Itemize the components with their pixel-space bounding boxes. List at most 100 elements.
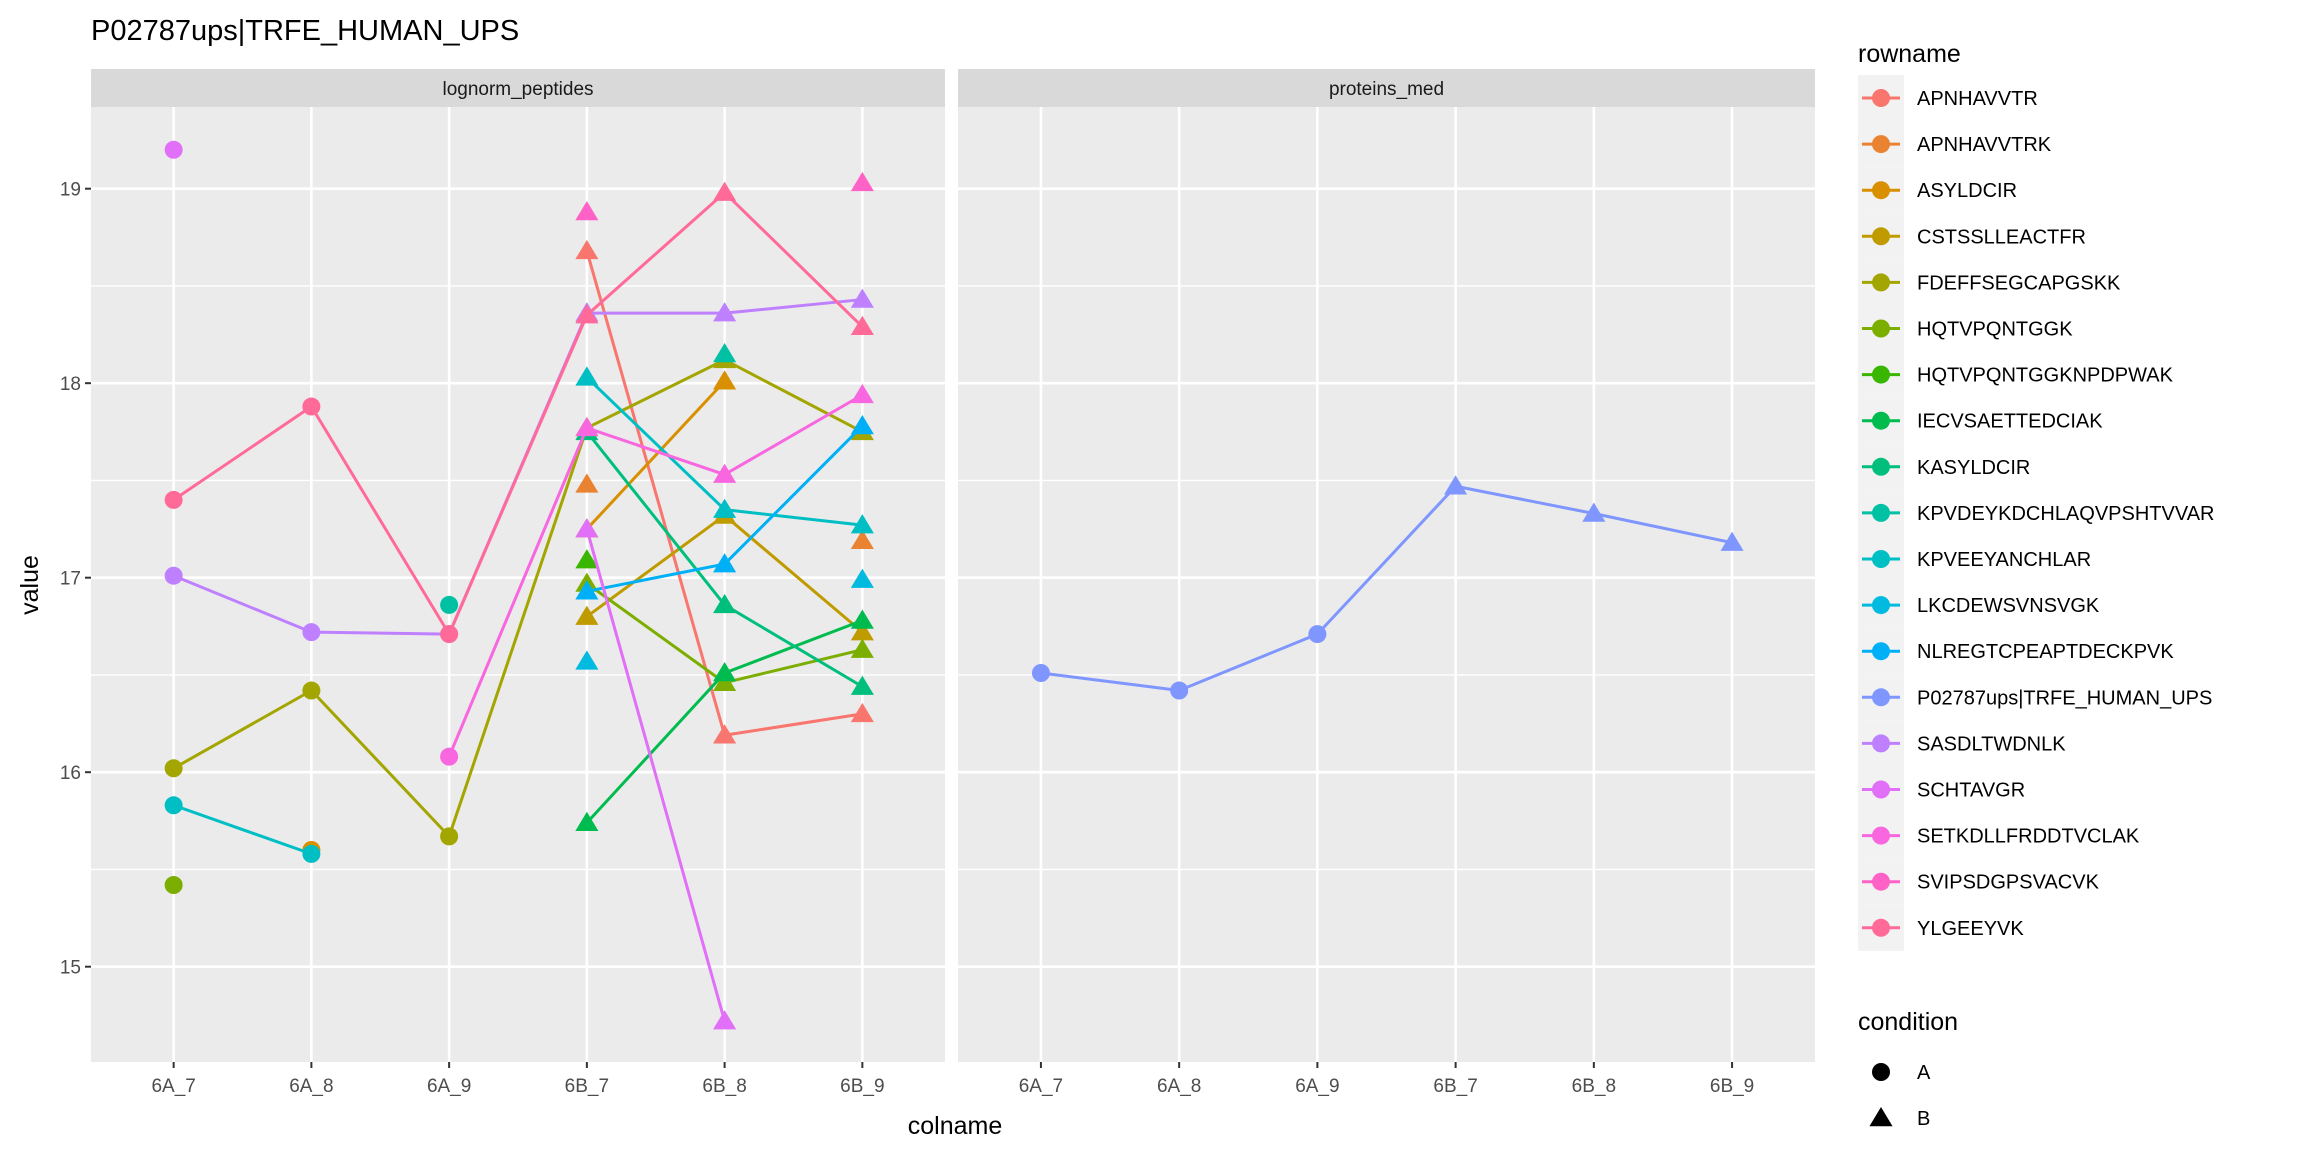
series-HQTVPQNTGGKNPDPWAK — [575, 549, 599, 569]
data-point-circle — [1308, 625, 1327, 644]
data-point-circle — [440, 595, 459, 614]
legend-item: KPVDEYKDCHLAQVPSHTVVAR — [1858, 489, 2215, 536]
series-NLREGTCPEAPTDECKPVK — [575, 414, 874, 600]
legend-item: SVIPSDGPSVACVK — [1858, 858, 2100, 905]
data-point-circle — [302, 623, 321, 642]
legend-item: CSTSSLLEACTFR — [1858, 213, 2086, 260]
series-SCHTAVGR — [164, 140, 737, 1030]
data-point-triangle — [575, 366, 599, 386]
data-point-triangle — [850, 414, 874, 435]
legend-item: HQTVPQNTGGK — [1858, 305, 2073, 352]
legend-key-point — [1872, 734, 1890, 753]
data-point-triangle — [850, 702, 874, 723]
shape-legend-title: condition — [1858, 1008, 1958, 1036]
series-line-segment — [586, 426, 726, 477]
data-point-triangle — [575, 518, 599, 538]
legend-key-point — [1872, 135, 1890, 154]
data-point-triangle — [1444, 475, 1468, 495]
data-point-triangle — [575, 304, 599, 324]
legend-key-point — [1872, 411, 1890, 430]
legend-key-point — [1872, 688, 1890, 707]
series-line-segment — [723, 393, 864, 476]
legend-key-point — [1872, 227, 1890, 246]
legend-key-point — [1872, 780, 1890, 799]
legend-label: NLREGTCPEAPTDECKPVK — [1917, 641, 2174, 663]
data-point-triangle — [850, 288, 874, 308]
x-axis-title: colname — [908, 1112, 1003, 1140]
series-SETKDLLFRDDTVCLAK — [440, 383, 874, 766]
data-point-triangle — [713, 463, 737, 483]
legend-label: SETKDLLFRDDTVCLAK — [1917, 826, 2140, 848]
x-tick-label: 6B_9 — [840, 1076, 884, 1097]
legend-item: SCHTAVGR — [1858, 766, 2025, 813]
legend-label: HQTVPQNTGGKNPDPWAK — [1917, 365, 2174, 387]
series-line-segment — [724, 648, 863, 685]
series-KPVDEYKDCHLAQVPSHTVVAR — [440, 343, 737, 614]
series-P02787ups|TRFE_HUMAN_UPS — [1031, 475, 1744, 700]
x-tick-label: 6A_7 — [1019, 1076, 1063, 1097]
series-line-segment — [585, 430, 726, 606]
data-point-triangle — [1582, 502, 1606, 522]
legend-label: SASDLTWDNLK — [1917, 733, 2066, 755]
panel-background — [958, 107, 1815, 1062]
legend-key-point — [1872, 550, 1890, 568]
data-point-triangle — [713, 302, 737, 322]
data-point-triangle — [575, 473, 599, 493]
data-point-triangle — [713, 724, 737, 744]
legend-label: SCHTAVGR — [1917, 780, 2025, 802]
series-HQTVPQNTGGK — [164, 572, 874, 895]
data-point-triangle — [713, 671, 737, 691]
legend-item: LKCDEWSVNSVGK — [1858, 582, 2100, 629]
x-tick-label: 6B_8 — [702, 1076, 746, 1097]
data-point-triangle — [575, 239, 599, 260]
series-line-segment — [447, 427, 589, 758]
data-point-triangle — [850, 383, 874, 404]
series-line-segment — [1455, 484, 1595, 515]
data-point-triangle — [1720, 531, 1744, 551]
y-tick-label: 19 — [60, 180, 81, 201]
data-point-circle — [302, 397, 321, 416]
series-line-segment — [1593, 512, 1733, 545]
shape-legend-label: B — [1917, 1108, 1930, 1130]
legend-key-point — [1872, 596, 1890, 615]
legend-item: APNHAVVTRK — [1858, 121, 2052, 168]
data-point-triangle — [850, 568, 874, 588]
data-point-triangle — [713, 593, 737, 614]
legend-label: KPVDEYKDCHLAQVPSHTVVAR — [1917, 503, 2215, 525]
x-tick-label: 6A_9 — [1295, 1076, 1339, 1097]
legend-item: NLREGTCPEAPTDECKPVK — [1858, 628, 2174, 675]
x-tick-label: 6B_7 — [1433, 1076, 1477, 1097]
x-tick-label: 6A_8 — [289, 1076, 333, 1097]
data-point-circle — [1170, 681, 1189, 700]
legend-label: LKCDEWSVNSVGK — [1917, 595, 2100, 617]
facet-panel-lognorm_peptides: lognorm_peptides 6A_7 6A_8 6A_9 6B_7 6B_8 6B_9… — [60, 69, 945, 1097]
y-axis-title: value — [16, 555, 44, 615]
data-point-circle — [440, 827, 459, 846]
legend-triangle-icon — [1869, 1107, 1893, 1127]
legend-label: KPVEEYANCHLAR — [1917, 549, 2091, 571]
data-point-triangle — [575, 811, 599, 832]
facet-strip-label: lognorm_peptides — [442, 79, 593, 100]
data-point-triangle — [713, 370, 737, 390]
data-point-triangle — [575, 416, 599, 437]
series-APNHAVVTR — [575, 239, 874, 744]
facet-strip-label: proteins_med — [1329, 79, 1444, 100]
shape-legend-label: A — [1917, 1062, 1931, 1084]
data-point-triangle — [575, 650, 599, 670]
data-point-circle — [164, 796, 183, 815]
series-KPVEEYANCHLAR — [164, 366, 874, 863]
data-point-triangle — [850, 315, 874, 336]
y-tick-label: 17 — [60, 569, 81, 590]
legend-key-point — [1872, 319, 1890, 338]
y-tick-label: 18 — [60, 374, 81, 395]
series-line-segment — [173, 574, 312, 634]
series-line-segment — [172, 689, 313, 770]
series-line-segment — [586, 358, 726, 430]
legend-item: KPVEEYANCHLAR — [1858, 536, 2091, 582]
y-tick-label: 15 — [60, 958, 81, 979]
data-point-triangle — [850, 609, 874, 629]
legend-item: SASDLTWDNLK — [1858, 720, 2066, 767]
series-line-segment — [1040, 671, 1180, 692]
series-line-segment — [723, 191, 864, 328]
